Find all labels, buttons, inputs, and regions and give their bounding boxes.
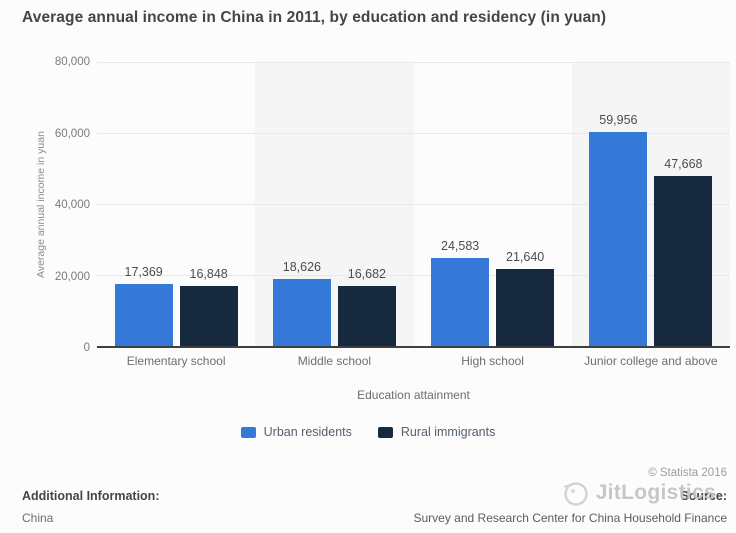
y-tick-label: 0 <box>83 342 90 354</box>
bar-with-label: 16,682 <box>337 267 396 346</box>
additional-info-label: Additional Information: <box>22 489 160 503</box>
gridline <box>97 62 730 63</box>
bar-with-label: 16,848 <box>179 266 238 346</box>
legend-swatch <box>240 426 256 438</box>
category-column: 17,369 16,848 Elementary school <box>97 62 255 368</box>
category-column: 24,583 21,640 High school <box>414 62 572 368</box>
legend-item-rural-immigrants: Rural immigrants <box>377 425 496 439</box>
copyright-note: © Statista 2016 <box>648 467 727 479</box>
bar-urban-residents <box>114 283 173 346</box>
bar-group: 59,956 47,668 <box>572 62 730 346</box>
bar-with-label: 17,369 <box>114 264 173 346</box>
bar-value-label: 21,640 <box>506 249 545 264</box>
bar-urban-residents <box>431 258 490 346</box>
chart-title: Average annual income in China in 2011, … <box>22 9 607 26</box>
bar-value-label: 24,583 <box>441 239 480 254</box>
legend-item-urban-residents: Urban residents <box>240 425 352 439</box>
bar-group: 17,369 16,848 <box>97 62 255 346</box>
bar-group: 24,583 21,640 <box>414 62 572 346</box>
gridline <box>97 275 730 276</box>
legend-swatch <box>377 426 393 438</box>
gridline <box>97 133 730 134</box>
bar-value-label: 18,626 <box>282 260 321 275</box>
bar-with-label: 47,668 <box>654 156 713 346</box>
y-tick-label: 20,000 <box>54 270 90 283</box>
source-text: Survey and Research Center for China Hou… <box>413 511 727 525</box>
source-label: Source: <box>680 489 727 503</box>
y-tick-label: 40,000 <box>54 199 90 211</box>
y-tick-label: 80,000 <box>54 56 90 68</box>
x-tick-label: Elementary school <box>126 354 226 368</box>
bar-value-label: 59,956 <box>599 112 638 127</box>
bar-group: 18,626 16,682 <box>255 62 413 346</box>
bar-value-label: 17,369 <box>124 264 163 279</box>
x-tick-label: Junior college and above <box>584 354 718 368</box>
x-tick-label: Middle school <box>297 354 372 368</box>
legend-label: Rural immigrants <box>400 425 496 439</box>
bar-value-label: 16,848 <box>189 266 228 281</box>
bar-rural-immigrants <box>337 286 396 346</box>
jitlogistics-logo-icon <box>559 478 591 508</box>
y-tick-label: 60,000 <box>54 127 90 140</box>
x-tick-label: High school <box>461 354 524 368</box>
plot-area: 17,369 16,848 Elementary school 18,626 16,68… <box>97 62 730 368</box>
bar-with-label: 18,626 <box>272 260 331 346</box>
bar-rural-immigrants <box>179 285 238 346</box>
bar-with-label: 24,583 <box>431 239 490 346</box>
y-axis-ticks: 80,000 60,000 40,000 20,000 0 <box>0 56 90 354</box>
bar-value-label: 47,668 <box>664 156 703 171</box>
category-column: 59,956 47,668 Junior college and above <box>572 62 730 368</box>
bar-rural-immigrants <box>496 268 555 346</box>
bar-with-label: 59,956 <box>589 112 648 346</box>
gridline <box>97 204 730 205</box>
bar-with-label: 21,640 <box>496 249 555 346</box>
bar-columns: 17,369 16,848 Elementary school 18,626 16,68… <box>97 62 730 368</box>
chart-legend: Urban residents Rural immigrants <box>0 425 736 439</box>
additional-info-value: China <box>22 511 54 525</box>
bar-urban-residents <box>589 131 648 346</box>
legend-label: Urban residents <box>263 425 352 439</box>
bar-value-label: 16,682 <box>347 267 386 282</box>
bar-rural-immigrants <box>654 175 713 346</box>
category-column: 18,626 16,682 Middle school <box>255 62 413 368</box>
bar-urban-residents <box>272 279 331 346</box>
x-axis-title: Education attainment <box>357 388 470 402</box>
